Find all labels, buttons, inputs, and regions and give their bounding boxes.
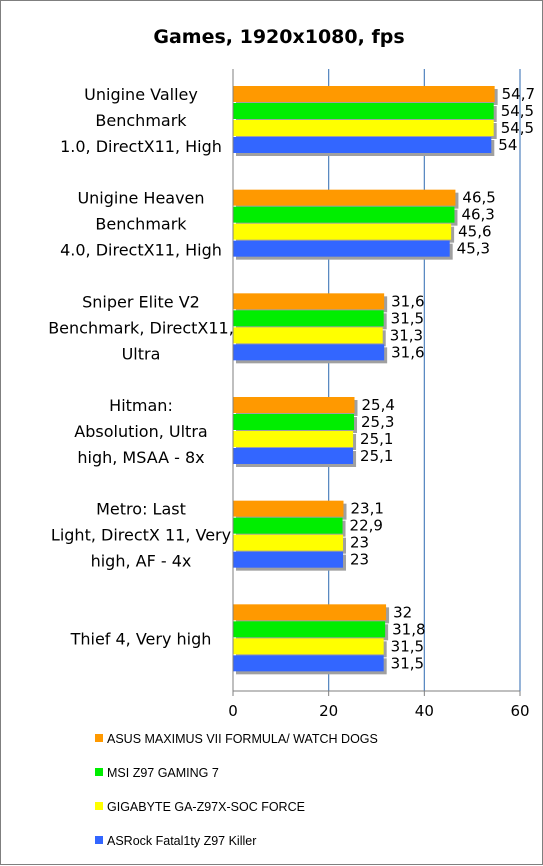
category-label: Hitman:	[109, 396, 173, 415]
data-label: 25,1	[360, 447, 393, 465]
bar	[233, 431, 354, 447]
legend: ASUS MAXIMUS VII FORMULA/ WATCH DOGS MSI …	[95, 732, 378, 848]
legend-label: ASUS MAXIMUS VII FORMULA/ WATCH DOGS	[107, 732, 378, 746]
x-tick-label: 40	[415, 702, 434, 720]
data-label: 23	[350, 551, 369, 569]
bar	[233, 223, 452, 240]
bar	[233, 86, 495, 102]
gridlines	[328, 69, 521, 691]
legend-label: GIGABYTE GA-Z97X-SOC FORCE	[107, 800, 305, 814]
legend-label: ASRock Fatal1ty Z97 Killer	[107, 834, 256, 848]
category-label: Metro: Last	[96, 500, 186, 519]
chart-title: Games, 1920x1080, fps	[153, 26, 404, 48]
x-axis: 0 20 40 60	[228, 69, 530, 720]
data-label: 54,5	[501, 102, 534, 120]
value-labels: 54,754,554,55446,546,345,645,331,631,531…	[350, 85, 536, 672]
bar	[233, 103, 494, 119]
data-label: 32	[393, 603, 412, 621]
data-label: 23	[350, 534, 369, 552]
data-label: 31,3	[390, 326, 423, 344]
bar	[233, 534, 344, 551]
legend-swatch	[95, 836, 103, 844]
data-label: 31,8	[392, 620, 425, 638]
bar	[233, 551, 344, 568]
category-label: high, AF - 4x	[91, 552, 192, 571]
x-tick-label: 20	[319, 702, 338, 720]
x-tick-label: 0	[228, 702, 238, 720]
bar	[233, 120, 494, 136]
data-label: 54	[498, 136, 517, 154]
category-label: Absolution, Ultra	[74, 422, 207, 441]
legend-label: MSI Z97 GAMING 7	[107, 766, 219, 780]
category-label: Light, DirectX 11, Very	[51, 526, 231, 545]
bar	[233, 189, 456, 206]
legend-swatch	[95, 802, 103, 810]
data-label: 25,1	[360, 430, 393, 448]
data-label: 25,3	[361, 413, 394, 431]
bar	[233, 397, 355, 413]
bar-marks	[233, 86, 498, 675]
data-label: 31,5	[391, 637, 424, 655]
bar	[233, 327, 383, 344]
category-label: Sniper Elite V2	[82, 292, 200, 311]
data-label: 45,6	[458, 223, 491, 241]
data-label: 31,5	[391, 654, 424, 672]
bar	[233, 137, 492, 153]
bar	[233, 206, 455, 223]
data-label: 31,6	[391, 292, 424, 310]
bar	[233, 414, 355, 430]
data-label: 31,5	[391, 309, 424, 327]
bar	[233, 604, 387, 621]
data-label: 54,5	[501, 119, 534, 137]
bar	[233, 293, 385, 310]
bar	[233, 638, 384, 655]
category-label: Benchmark	[95, 215, 187, 234]
category-label: Benchmark	[95, 111, 187, 130]
category-label: Unigine Heaven	[77, 189, 204, 208]
data-label: 54,7	[502, 85, 535, 103]
category-label: high, MSAA - 8x	[77, 448, 204, 467]
legend-swatch	[95, 734, 103, 742]
legend-swatch	[95, 768, 103, 776]
bar	[233, 310, 384, 327]
bar	[233, 655, 384, 672]
data-label: 22,9	[350, 517, 383, 535]
bar	[233, 240, 450, 257]
bar	[233, 500, 344, 517]
bar	[233, 517, 343, 534]
category-label: Benchmark, DirectX11,	[48, 318, 234, 337]
data-label: 31,6	[391, 343, 424, 361]
x-tick-label: 60	[510, 702, 529, 720]
category-label: Thief 4, Very high	[70, 629, 212, 648]
bar	[233, 344, 385, 361]
data-label: 46,5	[462, 189, 495, 207]
category-label: Ultra	[122, 344, 161, 363]
category-label: 1.0, DirectX11, High	[60, 137, 222, 156]
category-label: 4.0, DirectX11, High	[60, 241, 222, 260]
category-labels: Unigine Valley Benchmark 1.0, DirectX11, H…	[48, 85, 234, 648]
data-label: 45,3	[457, 240, 490, 258]
data-label: 23,1	[350, 500, 383, 518]
data-label: 46,3	[461, 206, 494, 224]
bar	[233, 621, 386, 638]
category-label: Unigine Valley	[84, 85, 198, 104]
data-label: 25,4	[361, 396, 394, 414]
bar	[233, 448, 354, 464]
